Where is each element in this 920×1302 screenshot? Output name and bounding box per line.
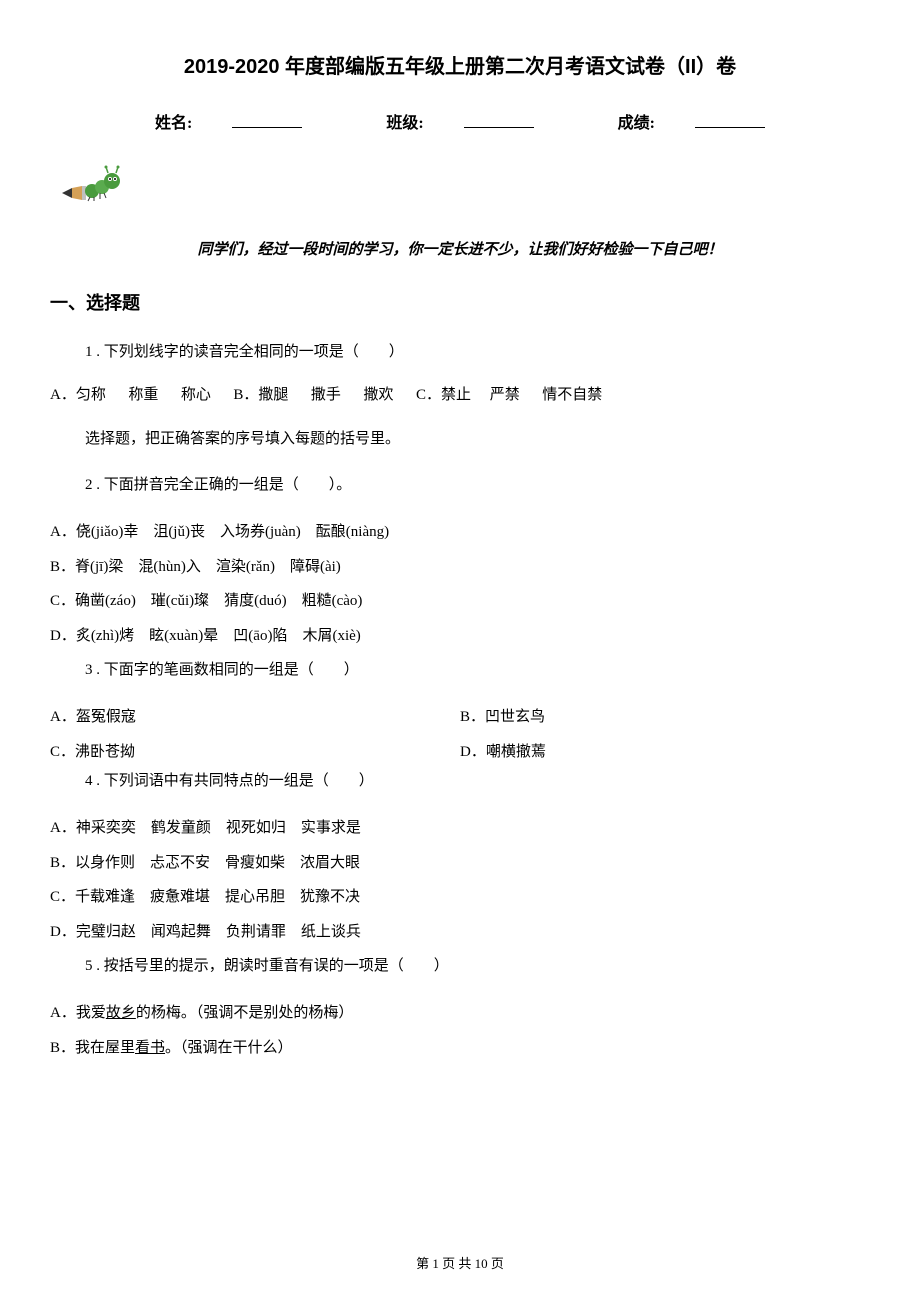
caterpillar-pencil-icon [60,153,130,203]
q5-option-a: A．我爱故乡的杨梅。（强调不是别处的杨梅） [50,996,870,1031]
question-4: 4 . 下列词语中有共同特点的一组是（ ） [85,769,870,793]
q4-option-b: B．以身作则 忐忑不安 骨瘦如柴 浓眉大眼 [50,846,870,881]
student-info-line: 姓名: 班级: 成绩: [50,109,870,133]
q5-option-b: B．我在屋里看书。（强调在干什么） [50,1031,870,1066]
q4-option-d: D．完璧归赵 闻鸡起舞 负荆请罪 纸上谈兵 [50,915,870,950]
instruction-text: 选择题，把正确答案的序号填入每题的括号里。 [85,427,870,448]
class-blank [464,110,534,128]
q2-option-b: B．脊(jī)梁 混(hùn)入 渲染(rǎn) 障碍(ài) [50,550,870,585]
q3-option-a: A．盔冤假寇 [50,700,460,735]
name-label: 姓名: [135,115,322,132]
q3-option-d: D．嘲横撤蔫 [460,735,870,770]
question-2-options: A．侥(jiǎo)幸 沮(jǔ)丧 入场券(juàn) 酝酿(niàng) B．… [50,515,870,653]
score-label: 成绩: [598,115,785,132]
question-5-options: A．我爱故乡的杨梅。（强调不是别处的杨梅） B．我在屋里看书。（强调在干什么） [50,996,870,1065]
question-5: 5 . 按括号里的提示，朗读时重音有误的一项是（ ） [85,954,870,978]
q4-option-a: A．神采奕奕 鹤发童颜 视死如归 实事求是 [50,811,870,846]
question-1: 1 . 下列划线字的读音完全相同的一项是（ ） [85,340,870,364]
question-4-options: A．神采奕奕 鹤发童颜 视死如归 实事求是 B．以身作则 忐忑不安 骨瘦如柴 浓… [50,811,870,949]
question-3: 3 . 下面字的笔画数相同的一组是（ ） [85,658,870,682]
q1-option-a: A．匀称 称重 称心 [50,382,233,409]
question-1-options: A．匀称 称重 称心 B．撒腿 撒手 撒欢 C．禁止 严禁 情不自禁 [50,382,870,409]
exam-title: 2019-2020 年度部编版五年级上册第二次月考语文试卷（II）卷 [50,50,870,79]
question-2: 2 . 下面拼音完全正确的一组是（ ）。 [85,473,870,497]
q3-option-b: B．凹世玄鸟 [460,700,870,735]
q2-option-d: D．炙(zhì)烤 眩(xuàn)晕 凹(āo)陷 木屑(xiè) [50,619,870,654]
q3-option-c: C．沸卧苍拗 [50,735,460,770]
q4-option-c: C．千载难逢 疲惫难堪 提心吊胆 犹豫不决 [50,880,870,915]
q1-option-c: C．禁止 严禁 情不自禁 [416,382,602,409]
class-label: 班级: [366,115,553,132]
question-3-options: A．盔冤假寇 B．凹世玄鸟 C．沸卧苍拗 D．嘲横撤蔫 [50,700,870,769]
q2-option-a: A．侥(jiǎo)幸 沮(jǔ)丧 入场券(juàn) 酝酿(niàng) [50,515,870,550]
section-1-header: 一、选择题 [50,289,870,315]
page-footer: 第 1 页 共 10 页 [0,1253,920,1272]
encouragement-text: 同学们，经过一段时间的学习，你一定长进不少，让我们好好检验一下自己吧！ [50,238,870,259]
q1-option-b: B．撒腿 撒手 撒欢 [233,382,416,409]
q2-option-c: C．确凿(záo) 璀(cǔi)璨 猜度(duó) 粗糙(cào) [50,584,870,619]
name-blank [232,110,302,128]
score-blank [695,110,765,128]
